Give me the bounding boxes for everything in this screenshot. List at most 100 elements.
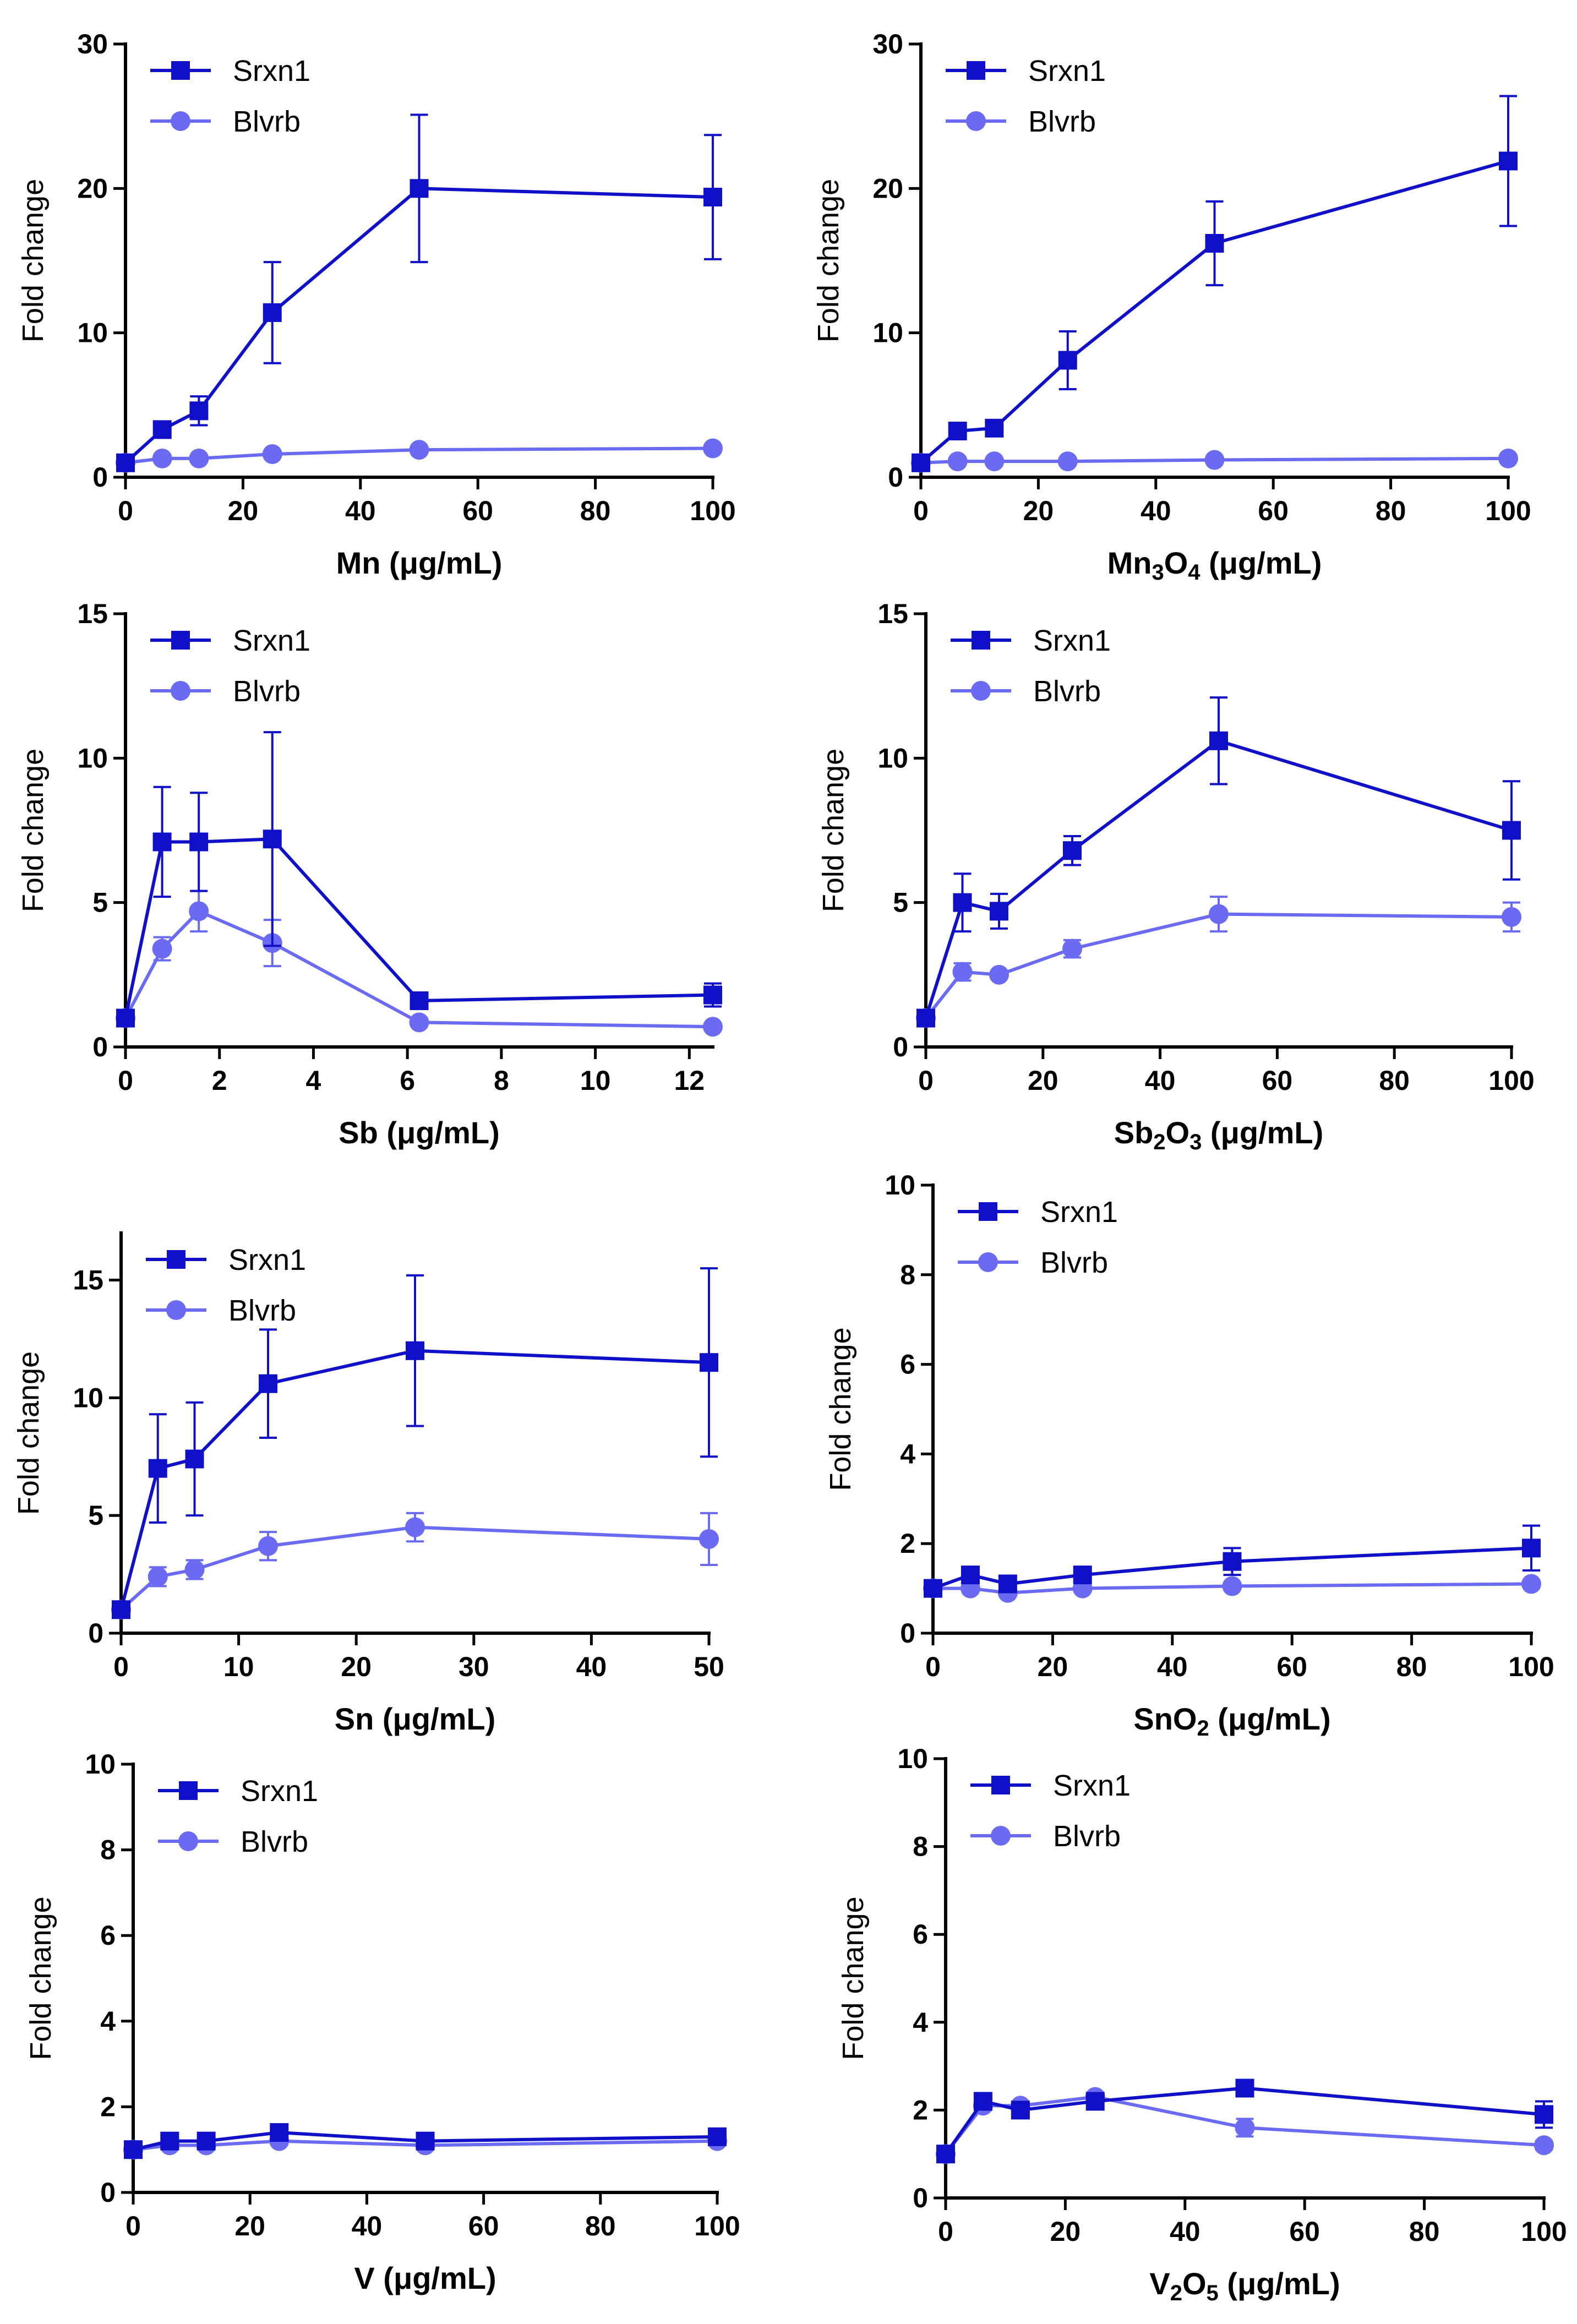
series-line <box>924 739 1512 1019</box>
data-point <box>112 1600 130 1619</box>
data-point <box>263 830 282 849</box>
data-point <box>708 2127 727 2146</box>
data-point <box>148 1567 168 1587</box>
x-tick-label: 8 <box>494 1065 509 1096</box>
data-point <box>409 1012 429 1033</box>
data-point <box>263 303 282 322</box>
x-axis-label: SnO2 (μg/mL) <box>1133 1701 1330 1741</box>
x-axis-label: Sb2O3 (μg/mL) <box>1114 1115 1324 1154</box>
data-point <box>197 2131 216 2151</box>
legend-marker <box>979 1202 997 1221</box>
data-point <box>989 964 1009 985</box>
y-tick-label: 6 <box>100 1920 116 1951</box>
legend-entry: Srxn1 <box>233 624 310 657</box>
legend: Srxn1 Blvrb <box>970 1769 1131 1853</box>
x-tick-label: 10 <box>223 1651 254 1682</box>
x-tick-label: 4 <box>306 1065 321 1096</box>
series-srxn1 <box>916 696 1521 1028</box>
y-tick-label: 30 <box>872 29 903 59</box>
x-tick-label: 20 <box>1038 1651 1068 1682</box>
data-point <box>924 1579 942 1598</box>
x-tick-label: 60 <box>1262 1065 1293 1096</box>
data-point <box>1502 907 1521 927</box>
x-tick-label: 100 <box>694 2211 740 2241</box>
data-point <box>1205 234 1224 253</box>
x-tick-label: 40 <box>1170 2216 1201 2247</box>
y-tick-label: 8 <box>900 1259 915 1290</box>
data-point <box>961 1565 980 1585</box>
data-point <box>1498 448 1518 468</box>
xlabel-part: Sn <box>335 1701 374 1736</box>
x-tick-label: 80 <box>585 2211 616 2241</box>
legend-entry: Blvrb <box>233 105 301 138</box>
data-point <box>1223 1552 1242 1571</box>
legend: Srxn1 Blvrb <box>150 624 310 708</box>
legend-marker <box>171 631 190 650</box>
x-axis-label: Mn (μg/mL) <box>336 545 503 580</box>
legend-entry: Srxn1 <box>1033 624 1111 657</box>
x-tick-label: 40 <box>352 2211 383 2241</box>
data-point <box>410 991 429 1011</box>
x-tick-label: 40 <box>576 1651 607 1682</box>
series-line <box>124 837 713 1019</box>
legend: Srxn1 Blvrb <box>946 54 1106 138</box>
legend: Srxn1 Blvrb <box>958 1196 1118 1279</box>
y-tick-label: 8 <box>913 1831 928 1862</box>
data-point <box>258 1536 278 1556</box>
legend-entry: Srxn1 <box>241 1775 318 1808</box>
x-tick-label: 50 <box>694 1651 724 1682</box>
xlabel-part: (μg/mL) <box>380 545 502 580</box>
data-point <box>1502 821 1521 840</box>
xlabel-subscript: 4 <box>1188 560 1201 585</box>
xlabel-part: Mn <box>336 545 381 580</box>
legend-entry: Blvrb <box>228 1294 296 1327</box>
data-point <box>262 444 282 465</box>
data-point <box>990 902 1008 921</box>
y-tick-label: 10 <box>77 318 108 348</box>
y-axis-label: Fold change <box>12 1351 45 1515</box>
x-tick-label: 80 <box>1409 2216 1440 2247</box>
x-tick-label: 0 <box>913 495 929 526</box>
xlabel-part: O <box>1164 545 1188 580</box>
x-tick-label: 80 <box>580 495 611 526</box>
data-point <box>1011 2101 1030 2120</box>
x-tick-label: 100 <box>690 495 735 526</box>
legend-marker <box>971 681 991 701</box>
data-point <box>152 448 172 468</box>
data-point <box>152 832 172 852</box>
data-point <box>124 2140 143 2159</box>
legend-marker <box>171 681 190 701</box>
legend-entry: Blvrb <box>241 1825 308 1858</box>
y-tick-label: 0 <box>88 1618 103 1649</box>
xlabel-subscript: 2 <box>1170 2281 1182 2305</box>
series-srxn1 <box>112 1267 718 1619</box>
series-srxn1 <box>924 1524 1541 1598</box>
data-point <box>1058 351 1077 370</box>
x-tick-label: 40 <box>1145 1065 1176 1096</box>
data-point <box>953 893 972 912</box>
data-point <box>703 1017 723 1037</box>
y-axis-label: Fold change <box>824 1327 857 1491</box>
x-tick-label: 40 <box>345 495 376 526</box>
series-line <box>944 2095 1545 2156</box>
chart-panel-2: 0 10 20 30 0 20 40 60 80 100 Fold change Mn3O4 (μg/… <box>812 29 1531 585</box>
data-point <box>700 1353 718 1372</box>
data-point <box>152 939 172 959</box>
data-point <box>405 1517 425 1537</box>
y-tick-label: 0 <box>100 2177 116 2208</box>
legend-marker <box>178 1831 198 1851</box>
x-tick-label: 10 <box>580 1065 611 1096</box>
chart-panel-3: 0 5 10 15 0 2 4 6 8 10 12 Fold change Sb (μg/mL) Srxn… <box>17 598 723 1150</box>
data-point <box>948 422 967 441</box>
legend: Srxn1 Blvrb <box>146 1243 306 1327</box>
series-srxn1 <box>116 113 722 472</box>
y-tick-label: 4 <box>913 2007 928 2038</box>
y-tick-label: 5 <box>893 887 908 918</box>
data-point <box>406 1341 424 1360</box>
y-tick-label: 6 <box>900 1349 915 1380</box>
xlabel-part: V <box>354 2261 374 2295</box>
xlabel-part: (μg/mL) <box>1219 2266 1340 2301</box>
y-tick-label: 4 <box>900 1438 915 1469</box>
y-tick-label: 0 <box>92 462 108 493</box>
